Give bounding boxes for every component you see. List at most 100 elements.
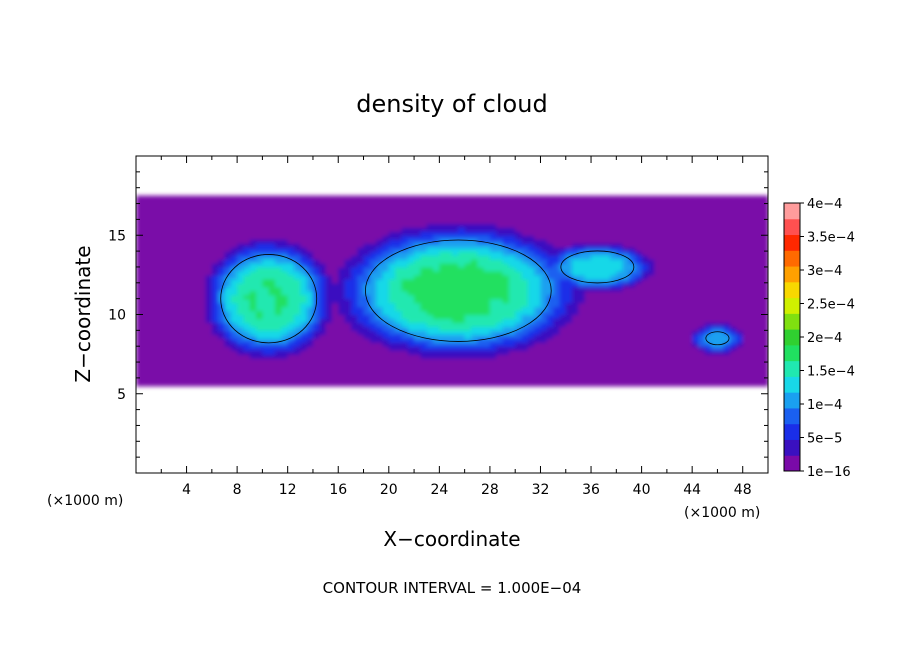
- field-cell: [414, 362, 421, 367]
- field-cell: [439, 195, 447, 201]
- field-cell: [192, 278, 200, 284]
- field-cell: [565, 294, 573, 300]
- field-cell: [357, 235, 365, 240]
- field-cell: [401, 350, 409, 355]
- field-cell: [186, 211, 194, 217]
- field-cell: [249, 266, 257, 272]
- field-cell: [730, 235, 737, 240]
- field-cell: [167, 326, 175, 331]
- field-cell: [249, 278, 257, 284]
- field-cell: [445, 247, 453, 252]
- field-cell: [249, 290, 257, 296]
- field-cell: [704, 346, 712, 351]
- field-cell: [388, 278, 396, 284]
- field-cell: [357, 274, 365, 280]
- field-cell: [610, 350, 617, 355]
- field-cell: [489, 286, 497, 292]
- field-cell: [294, 350, 301, 355]
- field-cell: [458, 342, 466, 347]
- field-cell: [521, 326, 529, 331]
- field-cell: [489, 322, 497, 327]
- field-cell: [363, 247, 371, 252]
- field-cell: [136, 247, 143, 252]
- field-cell: [211, 334, 219, 339]
- field-cell: [616, 223, 624, 228]
- field-cell: [591, 366, 598, 371]
- field-cell: [281, 318, 289, 324]
- field-cell: [610, 219, 617, 224]
- field-cell: [673, 381, 681, 387]
- field-cell: [287, 318, 295, 324]
- field-cell: [527, 262, 535, 268]
- field-cell: [344, 302, 352, 308]
- field-cell: [685, 231, 693, 236]
- field-cell: [420, 243, 428, 248]
- field-cell: [502, 211, 510, 217]
- field-cell: [249, 211, 257, 217]
- field-cell: [357, 314, 365, 320]
- field-cell: [262, 266, 270, 272]
- field-cell: [679, 282, 687, 288]
- field-cell: [527, 338, 535, 343]
- field-cell: [294, 346, 301, 351]
- field-cell: [262, 286, 270, 292]
- field-cell: [483, 274, 491, 280]
- field-cell: [414, 223, 421, 228]
- field-cell: [578, 346, 586, 351]
- field-cell: [369, 195, 377, 201]
- field-cell: [249, 215, 257, 220]
- field-cell: [534, 322, 542, 327]
- field-cell: [761, 247, 768, 252]
- field-cell: [294, 215, 301, 220]
- field-cell: [521, 203, 529, 209]
- field-cell: [534, 338, 542, 343]
- field-cell: [704, 278, 712, 284]
- field-cell: [565, 330, 573, 335]
- field-cell: [761, 231, 768, 236]
- field-cell: [344, 381, 352, 387]
- field-cell: [666, 199, 674, 205]
- field-cell: [154, 354, 162, 359]
- field-cell: [458, 330, 466, 335]
- field-cell: [287, 298, 295, 304]
- field-cell: [736, 199, 744, 205]
- field-cell: [161, 211, 169, 217]
- field-cell: [211, 255, 219, 260]
- field-cell: [635, 251, 643, 256]
- field-cell: [173, 354, 181, 359]
- field-cell: [622, 286, 630, 292]
- field-cell: [388, 362, 396, 367]
- field-cell: [591, 326, 598, 331]
- field-cell: [192, 203, 200, 209]
- field-cell: [312, 203, 320, 209]
- field-cell: [306, 278, 314, 284]
- field-cell: [312, 223, 320, 228]
- field-cell: [180, 243, 188, 248]
- field-cell: [616, 203, 624, 209]
- field-cell: [312, 195, 320, 201]
- field-cell: [698, 231, 706, 236]
- field-cell: [376, 251, 384, 256]
- field-cell: [711, 290, 719, 296]
- field-cell: [218, 207, 226, 213]
- field-cell: [275, 338, 282, 343]
- field-cell: [243, 282, 251, 288]
- field-cell: [414, 354, 421, 359]
- field-cell: [711, 310, 719, 316]
- field-cell: [287, 350, 295, 355]
- field-cell: [508, 223, 516, 228]
- field-cell: [496, 326, 504, 331]
- field-cell: [559, 354, 567, 359]
- field-cell: [319, 330, 327, 335]
- field-cell: [369, 314, 377, 320]
- field-cell: [641, 326, 649, 331]
- field-cell: [685, 326, 693, 331]
- field-cell: [426, 358, 434, 363]
- field-cell: [711, 207, 719, 213]
- field-cell: [148, 350, 156, 355]
- field-cell: [508, 266, 516, 272]
- field-cell: [704, 294, 712, 300]
- field-cell: [294, 373, 301, 379]
- field-cell: [426, 302, 434, 308]
- field-cell: [148, 251, 156, 256]
